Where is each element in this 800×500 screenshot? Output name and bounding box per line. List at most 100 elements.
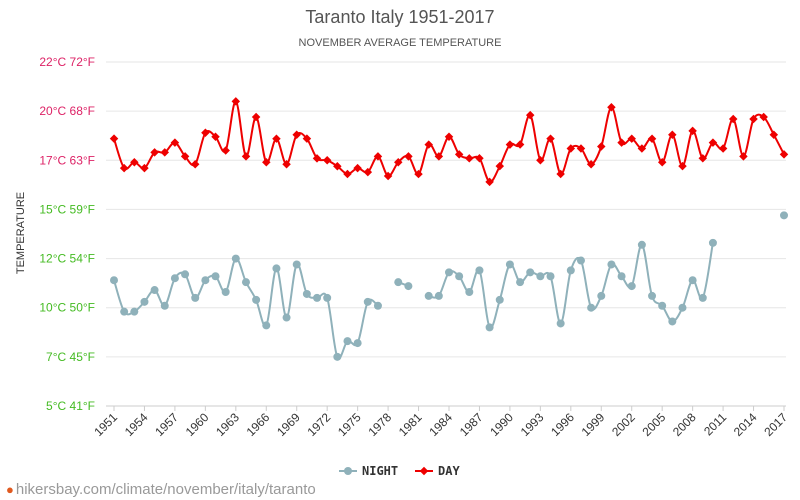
- y-tick-label: 17°C 63°F: [39, 153, 95, 167]
- point-night: [698, 293, 707, 302]
- x-tick-label: 2002: [609, 410, 638, 439]
- point-night: [607, 260, 616, 269]
- y-tick-label: 15°C 59°F: [39, 202, 95, 216]
- point-night: [313, 293, 322, 302]
- x-tick-label: 1954: [122, 410, 151, 439]
- x-tick-label: 2017: [761, 410, 790, 439]
- point-day: [475, 154, 484, 163]
- point-day: [769, 130, 779, 139]
- point-day: [353, 163, 362, 173]
- point-day: [607, 102, 616, 112]
- point-day: [190, 159, 200, 169]
- point-night: [302, 289, 311, 298]
- point-night: [536, 272, 545, 281]
- legend-item-day[interactable]: DAY: [415, 464, 460, 478]
- x-tick-label: 1960: [183, 410, 212, 439]
- point-day: [647, 134, 657, 143]
- watermark-text: hikersbay.com/climate/november/italy/tar…: [15, 481, 316, 498]
- point-night: [231, 254, 240, 263]
- point-night: [110, 276, 118, 285]
- watermark[interactable]: ● hikersbay.com/climate/november/italy/ta…: [6, 481, 316, 498]
- point-night: [505, 260, 514, 269]
- point-day: [759, 112, 768, 122]
- y-tick-label: 7°C 45°F: [46, 350, 95, 364]
- x-tick-label: 1996: [548, 410, 577, 439]
- point-day: [109, 134, 119, 143]
- point-day: [292, 130, 301, 139]
- point-night: [424, 291, 433, 300]
- point-day: [383, 171, 393, 181]
- legend[interactable]: NIGHT DAY: [339, 464, 460, 478]
- point-night: [455, 272, 464, 281]
- point-day: [363, 167, 373, 177]
- point-night: [688, 276, 697, 285]
- point-night: [475, 266, 484, 275]
- point-night: [526, 268, 535, 277]
- point-night: [343, 337, 352, 346]
- point-day: [221, 146, 230, 155]
- grid: [106, 61, 786, 407]
- point-night: [191, 293, 200, 302]
- y-tick-label: 12°C 54°F: [39, 252, 95, 266]
- legend-item-night[interactable]: NIGHT: [339, 464, 398, 478]
- legend-night-label: NIGHT: [362, 464, 398, 478]
- point-day: [505, 140, 515, 149]
- x-tick-label: 2008: [670, 410, 699, 439]
- point-night: [516, 278, 525, 287]
- point-night: [150, 286, 159, 295]
- point-day: [546, 134, 555, 143]
- point-day: [201, 128, 210, 137]
- point-night: [495, 295, 504, 304]
- point-day: [749, 114, 758, 124]
- point-day: [282, 159, 291, 169]
- x-tick-label: 2005: [640, 410, 669, 439]
- x-tick-label: 1999: [579, 410, 608, 439]
- point-night: [556, 319, 565, 328]
- point-night: [445, 268, 453, 277]
- x-tick-label: 1966: [244, 410, 273, 439]
- point-night: [708, 238, 717, 247]
- point-day: [241, 152, 251, 161]
- point-night: [120, 307, 129, 316]
- point-night: [221, 287, 230, 296]
- point-night: [597, 291, 606, 300]
- x-tick-label: 1984: [426, 410, 455, 439]
- series-line-day: [113, 100, 785, 183]
- point-night: [272, 264, 281, 273]
- point-day: [465, 154, 474, 163]
- point-night: [678, 303, 687, 312]
- legend-day-label: DAY: [438, 464, 460, 478]
- point-day: [424, 140, 433, 149]
- point-day: [485, 177, 494, 187]
- point-day: [312, 154, 322, 163]
- point-night: [546, 272, 555, 281]
- point-night: [434, 291, 443, 300]
- point-day: [404, 152, 413, 161]
- x-tick-label: 1957: [152, 410, 181, 439]
- chart-title: Taranto Italy 1951-2017: [305, 7, 494, 27]
- location-pin-icon: ●: [6, 482, 14, 497]
- point-night: [262, 321, 271, 330]
- point-night: [373, 301, 382, 310]
- point-day: [170, 138, 180, 147]
- x-tick-labels: 1951 1954 1957 1960 1963 1966 1969 1972 1975 1978…: [91, 406, 790, 439]
- point-night: [668, 317, 677, 326]
- point-night: [587, 303, 596, 312]
- point-night: [140, 297, 149, 306]
- y-tick-label: 22°C 72°F: [39, 55, 95, 69]
- series-line-night: [113, 257, 379, 360]
- y-tick-label: 5°C 41°F: [46, 399, 95, 413]
- point-night: [282, 313, 291, 322]
- point-night: [648, 291, 657, 300]
- point-night: [353, 339, 362, 348]
- series-line-night: [428, 242, 714, 330]
- point-night: [404, 282, 413, 291]
- point-night: [780, 211, 788, 220]
- point-day: [251, 112, 261, 122]
- point-night: [130, 307, 139, 316]
- point-night: [211, 272, 220, 281]
- point-day: [718, 144, 728, 153]
- y-axis-title: TEMPERATURE: [15, 192, 27, 274]
- point-night: [394, 278, 403, 287]
